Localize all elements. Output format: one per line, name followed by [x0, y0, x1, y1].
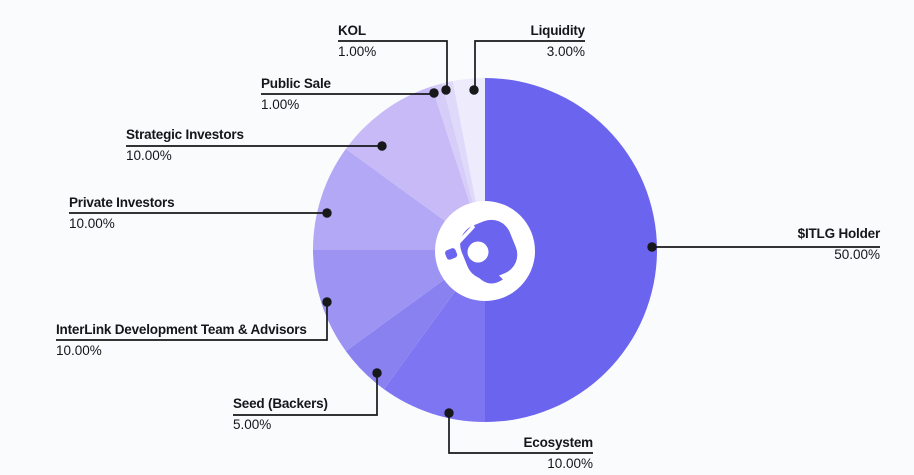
logo-hole — [467, 241, 489, 263]
leader-ecosystem — [448, 414, 593, 454]
dot-interlink-team — [322, 297, 332, 307]
interlink-logo — [435, 201, 535, 301]
slice-percent: 5.00% — [233, 417, 272, 432]
slice-percent: 10.00% — [56, 343, 102, 358]
logo-gap — [457, 225, 475, 244]
label-seed-backers: Seed (Backers) 5.00% — [233, 397, 328, 432]
logo-dash — [445, 248, 458, 260]
slice-percent: 10.00% — [547, 456, 593, 471]
label-private-investors: Private Investors 10.00% — [69, 195, 175, 231]
pie-slice-private-investors — [313, 148, 485, 250]
label-strategic-investors: Strategic Investors 10.00% — [126, 128, 244, 163]
leader-kol — [338, 40, 448, 86]
logo-body — [460, 219, 518, 280]
dot-strategic-investors — [377, 141, 387, 151]
label-kol: KOL 1.00% — [338, 24, 376, 59]
dot-private-investors — [322, 208, 332, 218]
slice-label: Strategic Investors — [126, 127, 244, 142]
slice-percent: 3.00% — [546, 44, 585, 59]
dot-seed-backers — [372, 368, 382, 378]
slice-label: $ITLG Holder — [797, 226, 881, 241]
slice-percent: 10.00% — [69, 216, 115, 231]
leader-seed-backers — [233, 374, 378, 416]
label-liquidity: Liquidity 3.00% — [475, 23, 586, 59]
dot-ecosystem — [444, 408, 454, 418]
slice-label: InterLink Development Team & Advisors — [56, 322, 307, 337]
label-ecosystem: Ecosystem 10.00% — [445, 435, 594, 471]
dot-liquidity — [469, 85, 479, 95]
pie-slice-strategic-investors — [345, 86, 485, 250]
label-interlink-team: InterLink Development Team & Advisors 10… — [56, 323, 307, 358]
dot-kol — [441, 85, 451, 95]
logo-tail — [476, 267, 503, 284]
dot-public-sale — [429, 88, 439, 98]
slice-label: Ecosystem — [523, 435, 594, 450]
slice-percent: 50.00% — [834, 247, 880, 262]
slice-label: Liquidity — [530, 23, 586, 38]
slice-label: KOL — [338, 23, 366, 38]
leader-liquidity — [474, 40, 585, 86]
slice-label: Public Sale — [261, 76, 331, 91]
label-itlg-holder: $ITLG Holder 50.00% — [680, 226, 881, 262]
slice-percent: 1.00% — [338, 44, 377, 59]
leader-interlink-team — [56, 303, 328, 341]
dot-itlg-holder — [647, 242, 657, 252]
label-public-sale: Public Sale 1.00% — [261, 77, 331, 112]
slice-percent: 1.00% — [261, 97, 300, 112]
pie-slice-itlg-holder — [485, 78, 657, 422]
slice-label: Seed (Backers) — [233, 396, 328, 411]
slice-label: Private Investors — [69, 195, 175, 210]
slice-percent: 10.00% — [126, 148, 172, 163]
